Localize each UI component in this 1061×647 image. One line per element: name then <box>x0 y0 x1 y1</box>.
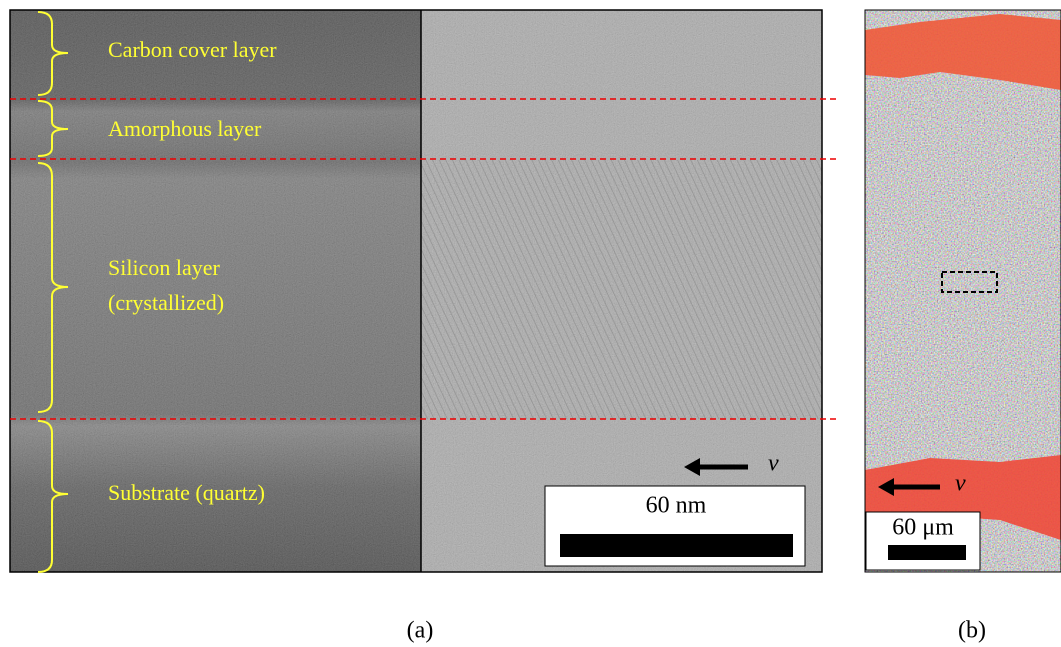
velocity-label: v <box>768 451 779 477</box>
layer-label: Amorphous layer <box>108 116 262 141</box>
layer-label: Silicon layer <box>108 255 220 280</box>
layer-label: Carbon cover layer <box>108 37 277 62</box>
caption: (a) <box>407 618 434 644</box>
velocity-label: v <box>955 471 966 497</box>
scale-bar <box>560 534 793 557</box>
scale-bar <box>888 545 966 560</box>
layer-label: (crystallized) <box>108 290 224 315</box>
caption: (b) <box>958 618 986 644</box>
figure: Carbon cover layer Amorphous layer Silic… <box>0 0 1061 647</box>
scale-label: 60 nm <box>646 493 707 519</box>
layer-label: Substrate (quartz) <box>108 480 265 505</box>
scale-label: 60 μm <box>892 515 954 541</box>
lattice-fringes <box>421 160 822 419</box>
